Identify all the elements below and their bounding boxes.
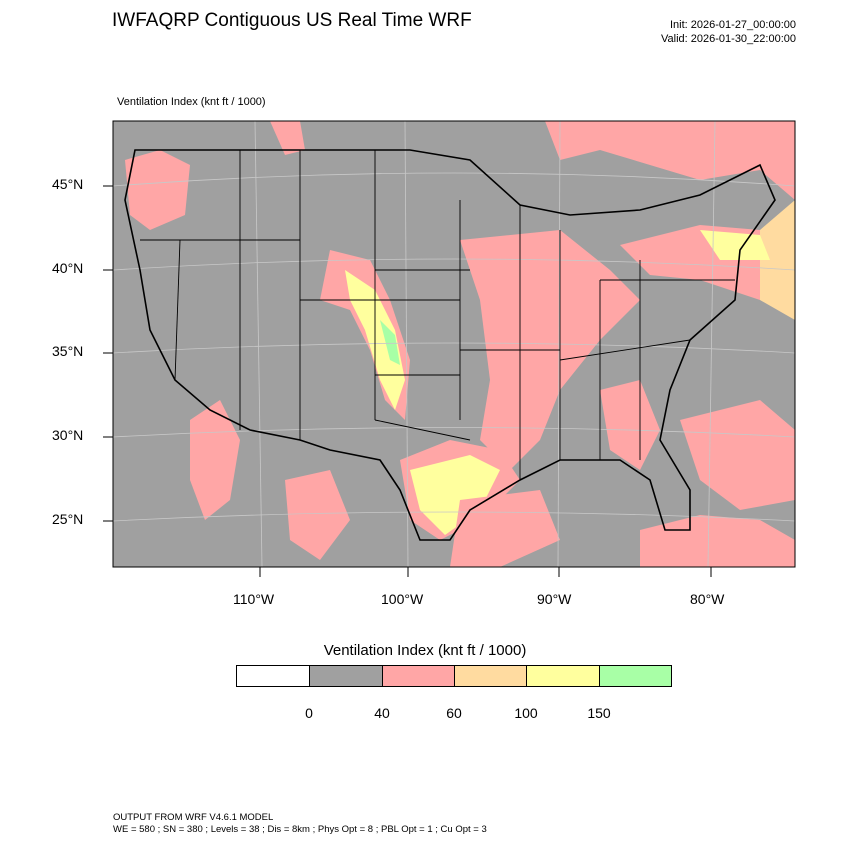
shade-pacific-nw xyxy=(125,150,190,230)
shade-ne-yellow xyxy=(700,230,770,260)
shade-atlantic-south xyxy=(680,400,795,510)
state-borders xyxy=(140,150,735,480)
shade-gulf xyxy=(450,490,560,567)
shade-plains-green xyxy=(380,320,400,365)
colorbar-swatch xyxy=(526,665,600,687)
shade-mexico-west xyxy=(285,470,350,560)
graticule xyxy=(113,121,795,567)
init-time: Init: 2026-01-27_00:00:00 xyxy=(670,19,796,31)
valid-time: Valid: 2026-01-30_22:00:00 xyxy=(661,33,796,45)
colorbar-label: 100 xyxy=(514,705,538,721)
shade-texas-yellow xyxy=(410,455,500,535)
plot-title: IWFAQRP Contiguous US Real Time WRF xyxy=(112,10,472,31)
colorbar-swatch xyxy=(382,665,455,687)
shade-atlantic-orange xyxy=(760,200,795,320)
map-frame xyxy=(112,120,796,568)
shade-canada-east xyxy=(545,121,795,200)
colorbar-title: Ventilation Index (knt ft / 1000) xyxy=(323,642,527,659)
lat-label-40n: 40°N xyxy=(52,260,84,276)
colorbar-swatch xyxy=(454,665,527,687)
model-info-line-2: WE = 580 ; SN = 380 ; Levels = 38 ; Dis … xyxy=(113,824,487,835)
lat-label-25n: 25°N xyxy=(52,511,84,527)
field-label: Ventilation Index (knt ft / 1000) xyxy=(117,96,266,108)
lat-label-35n: 35°N xyxy=(52,343,84,359)
colorbar-label: 0 xyxy=(305,705,313,721)
lon-label-110w: 110°W xyxy=(233,591,275,607)
lon-label-100w: 100°W xyxy=(381,591,424,607)
colorbar-swatch xyxy=(309,665,383,687)
colorbar-label: 40 xyxy=(374,705,390,721)
colorbar-swatch xyxy=(599,665,672,687)
lon-label-90w: 90°W xyxy=(537,591,572,607)
axis-ticks xyxy=(103,185,712,577)
lat-label-30n: 30°N xyxy=(52,427,84,443)
model-info-line-1: OUTPUT FROM WRF V4.6.1 MODEL xyxy=(113,812,274,823)
shade-caribbean xyxy=(640,515,795,567)
shade-baja xyxy=(190,400,240,520)
lat-label-45n: 45°N xyxy=(52,176,84,192)
shade-north-rockies xyxy=(270,121,305,155)
lon-label-80w: 80°W xyxy=(690,591,725,607)
colorbar-label: 60 xyxy=(446,705,462,721)
colorbar-swatch xyxy=(236,665,310,687)
map-content xyxy=(113,121,795,567)
us-outline xyxy=(124,149,776,541)
shade-southeast xyxy=(600,380,660,470)
colorbar-label: 150 xyxy=(587,705,611,721)
